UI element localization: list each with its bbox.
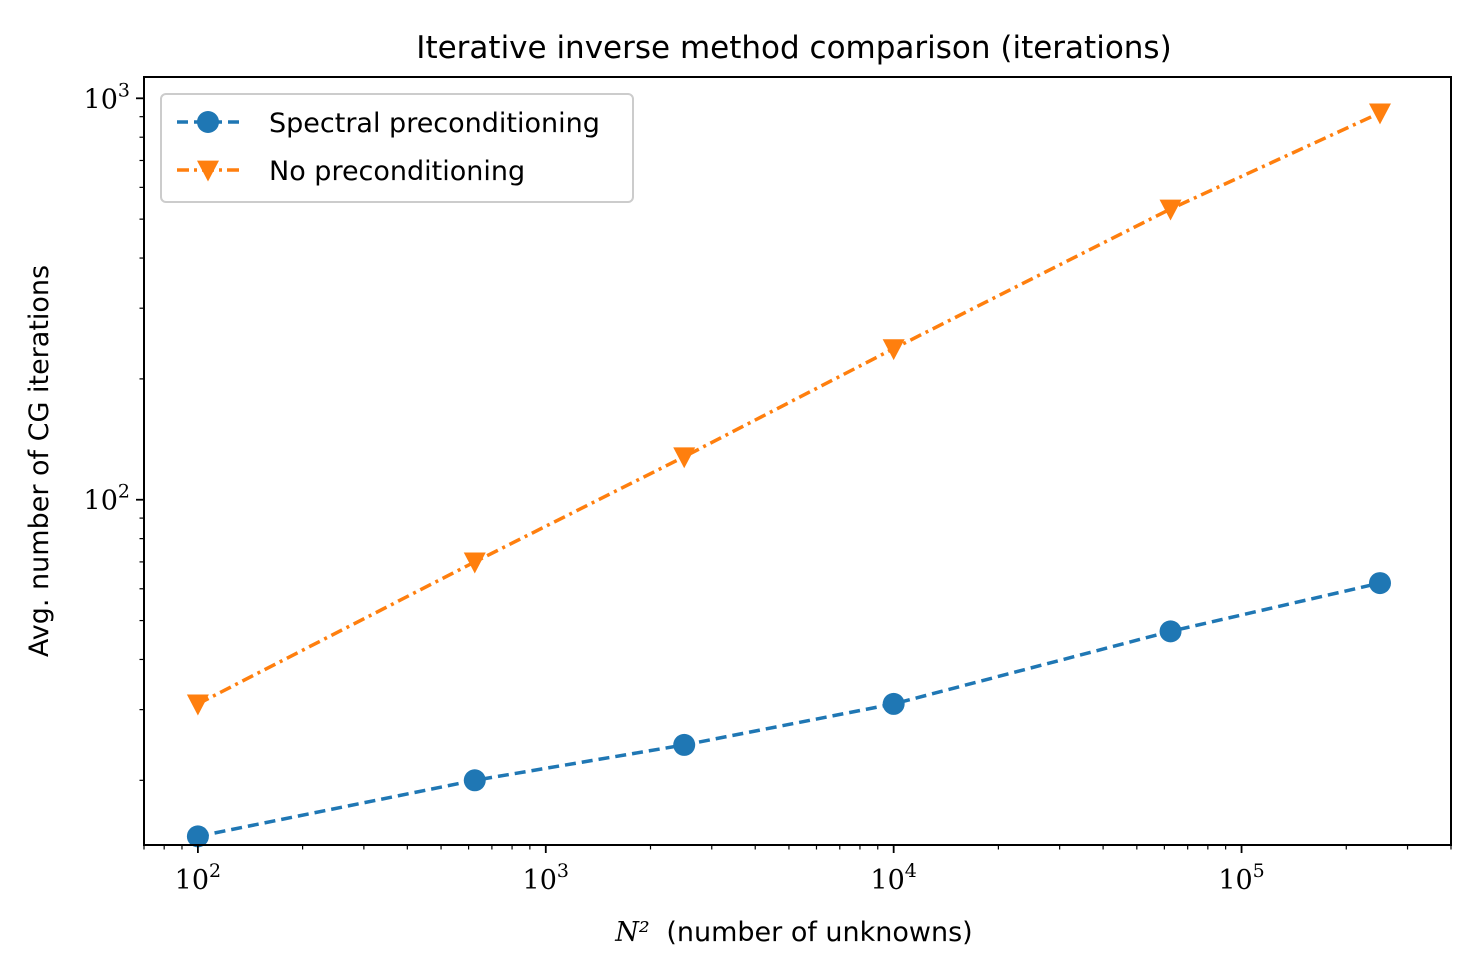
tick-label-exponent: 2 xyxy=(118,481,130,503)
legend: Spectral preconditioning No preconditioni… xyxy=(160,93,634,203)
data-point xyxy=(186,825,209,848)
legend-item-2: No preconditioning xyxy=(177,156,525,187)
axes-layer xyxy=(143,76,1452,846)
series-1 xyxy=(186,572,1391,848)
tick-label-base: 10 xyxy=(870,865,904,896)
y-axis-label: Avg. number of CG iterations xyxy=(24,265,55,657)
legend-box xyxy=(160,93,634,203)
x-tick-label: 105 xyxy=(1218,860,1264,896)
tick-label-exponent: 4 xyxy=(905,860,917,882)
data-point xyxy=(463,769,486,792)
x-axis-label-math: N² xyxy=(614,917,649,948)
legend-item-1: Spectral preconditioning xyxy=(177,108,600,139)
plot-area xyxy=(144,77,1451,845)
x-tick-label: 102 xyxy=(175,860,221,896)
y-tick-label: 102 xyxy=(84,481,130,517)
x-tick-label: 103 xyxy=(523,860,569,896)
y-tick-label: 103 xyxy=(84,79,130,115)
data-point xyxy=(1159,620,1182,643)
tick-label-base: 10 xyxy=(84,486,118,517)
data-point xyxy=(1368,103,1391,125)
series-layer xyxy=(186,103,1391,848)
tick-label-exponent: 5 xyxy=(1253,860,1265,882)
series-2 xyxy=(186,103,1391,716)
tick-label-exponent: 3 xyxy=(118,79,130,101)
tick-label-base: 10 xyxy=(523,865,557,896)
data-point xyxy=(673,447,696,469)
legend-label: No preconditioning xyxy=(269,156,525,187)
x-axis-label: N² (number of unknowns) xyxy=(614,917,972,948)
tick-label-exponent: 3 xyxy=(557,860,569,882)
data-point xyxy=(673,733,696,756)
data-point xyxy=(882,339,905,361)
chart-title: Iterative inverse method comparison (ite… xyxy=(416,30,1171,66)
legend-label: Spectral preconditioning xyxy=(269,108,600,139)
series-line-1 xyxy=(197,581,1381,839)
tick-label-base: 10 xyxy=(175,865,209,896)
tick-label-exponent: 2 xyxy=(209,860,221,882)
data-point xyxy=(463,552,486,574)
legend-marker xyxy=(197,111,219,133)
series-line-2 xyxy=(197,111,1381,706)
tick-label-base: 10 xyxy=(84,84,118,115)
data-point xyxy=(1368,572,1391,595)
axes-frame xyxy=(143,76,1452,846)
x-tick-label: 104 xyxy=(870,860,916,896)
x-axis-label-text: (number of unknowns) xyxy=(666,917,972,948)
legend-marker xyxy=(197,160,219,182)
tick-label-base: 10 xyxy=(1218,865,1252,896)
data-point xyxy=(882,692,905,715)
data-point xyxy=(186,694,209,716)
data-point xyxy=(1159,199,1182,221)
